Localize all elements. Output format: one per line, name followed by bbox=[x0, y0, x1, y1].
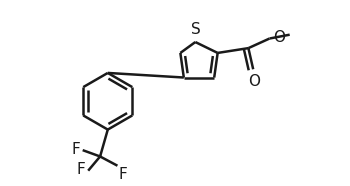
Text: F: F bbox=[118, 167, 127, 182]
Text: O: O bbox=[273, 30, 285, 45]
Text: S: S bbox=[191, 22, 201, 37]
Text: F: F bbox=[76, 162, 85, 177]
Text: O: O bbox=[248, 74, 260, 89]
Text: F: F bbox=[71, 142, 80, 157]
